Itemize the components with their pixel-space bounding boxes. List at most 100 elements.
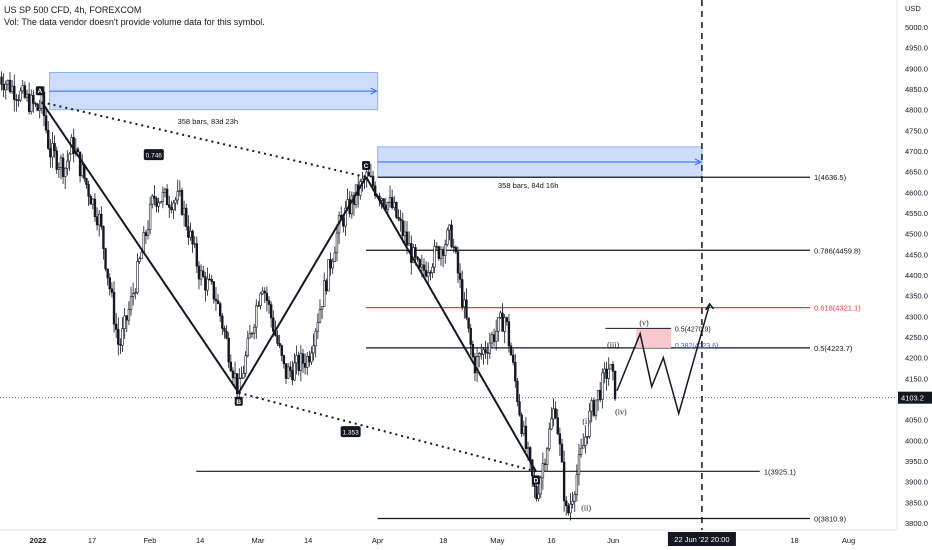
y-tick-label: 4800.0 (905, 106, 928, 115)
candle-body (452, 246, 455, 248)
candle-body (102, 226, 105, 249)
candle-body (30, 94, 33, 112)
candle-body (497, 317, 500, 332)
candle-body (182, 207, 186, 215)
candle-body (225, 331, 228, 339)
fib-small-label: 0.382(4223.6) (675, 343, 719, 350)
candle-body (335, 232, 339, 254)
candle-body (605, 368, 608, 379)
ratio-tag-bg (340, 426, 361, 438)
candle-body (55, 150, 58, 170)
candle-body (191, 230, 194, 245)
y-tick-label: 4000.0 (905, 436, 928, 445)
wave-point-label: A (38, 88, 43, 95)
candle-body (25, 93, 29, 98)
wave-point-bg (234, 396, 243, 406)
candle-body (295, 355, 298, 364)
candle-body (429, 272, 432, 274)
candle-body (157, 202, 160, 207)
candle-body (161, 192, 165, 202)
wave-line (365, 176, 537, 472)
ratio-tag-label: 1.353 (343, 430, 360, 437)
cursor-date-bg (667, 532, 736, 546)
candle-body (195, 243, 199, 267)
candle-body (148, 203, 152, 230)
candle-body (327, 259, 330, 292)
candle-body (252, 326, 256, 334)
sub-wave-label: (i) (582, 417, 590, 426)
candle-body (575, 474, 579, 495)
candle-body (323, 280, 326, 307)
candle-body (526, 447, 530, 449)
y-tick-label: 3850.0 (905, 498, 928, 507)
candle-body (584, 436, 587, 446)
cursor-date-label: 22 Jun '22 20:00 (674, 535, 729, 544)
candle-body (420, 264, 424, 268)
x-tick-label: Mar (252, 536, 265, 545)
candle-body (407, 243, 411, 246)
candle-body (331, 261, 334, 269)
candle-body (439, 249, 443, 259)
candle-body (267, 300, 271, 305)
symbol-title: US SP 500 CFD, 4h, FOREXCOM (4, 5, 142, 15)
candle-body (51, 143, 54, 158)
y-tick-label: 4250.0 (905, 333, 928, 342)
candle-body (197, 265, 201, 280)
candle-body (448, 224, 451, 231)
candle-body (68, 153, 71, 162)
volume-note: Vol: The data vendor doesn't provide vol… (4, 17, 265, 27)
candle-body (550, 418, 553, 430)
candle-body (97, 213, 101, 226)
y-tick-label: 3950.0 (905, 457, 928, 466)
candle-body (511, 354, 515, 363)
y-tick-label: 4900.0 (905, 64, 928, 73)
candle-body (450, 224, 453, 248)
candle-body (454, 246, 458, 252)
candle-body (4, 83, 7, 91)
candle-body (444, 244, 447, 256)
y-tick-label: 4400.0 (905, 271, 928, 280)
y-tick-label: 4050.0 (905, 416, 928, 425)
candle-body (189, 230, 192, 238)
candle-body (320, 306, 324, 310)
candle-body (386, 202, 390, 210)
candle-body (61, 157, 65, 177)
candle-body (316, 321, 320, 332)
candle-body (93, 198, 97, 218)
candle-body (49, 148, 52, 158)
candle-body (153, 195, 156, 199)
candle-body (265, 292, 269, 301)
y-tick-label: 3900.0 (905, 478, 928, 487)
candle-body (78, 151, 82, 177)
y-tick-label: 4600.0 (905, 188, 928, 197)
candle-body (134, 292, 137, 294)
y-tick-label: 4500.0 (905, 230, 928, 239)
y-tick-label: 4550.0 (905, 209, 928, 218)
candle-body (64, 167, 67, 177)
candle-body (293, 362, 296, 381)
candle-body (36, 103, 39, 111)
candle-body (246, 337, 249, 357)
candle-body (100, 213, 103, 227)
wave-point-bg (531, 475, 540, 485)
candle-body (119, 344, 122, 346)
candle-body (168, 204, 171, 208)
candle-body (263, 290, 266, 294)
candle-body (85, 178, 88, 185)
candle-body (344, 207, 347, 227)
candle-body (129, 296, 133, 310)
candle-body (418, 259, 421, 268)
candle-body (34, 103, 37, 105)
x-tick-label: 18 (790, 536, 798, 545)
candle-body (159, 201, 162, 204)
x-tick-label: Feb (143, 536, 156, 545)
candle-body (380, 198, 383, 201)
candle-body (524, 425, 528, 449)
candle-body (142, 232, 145, 253)
candle-body (280, 345, 283, 356)
candle-body (522, 425, 525, 435)
candle-body (121, 328, 124, 346)
candle-body (569, 503, 572, 514)
